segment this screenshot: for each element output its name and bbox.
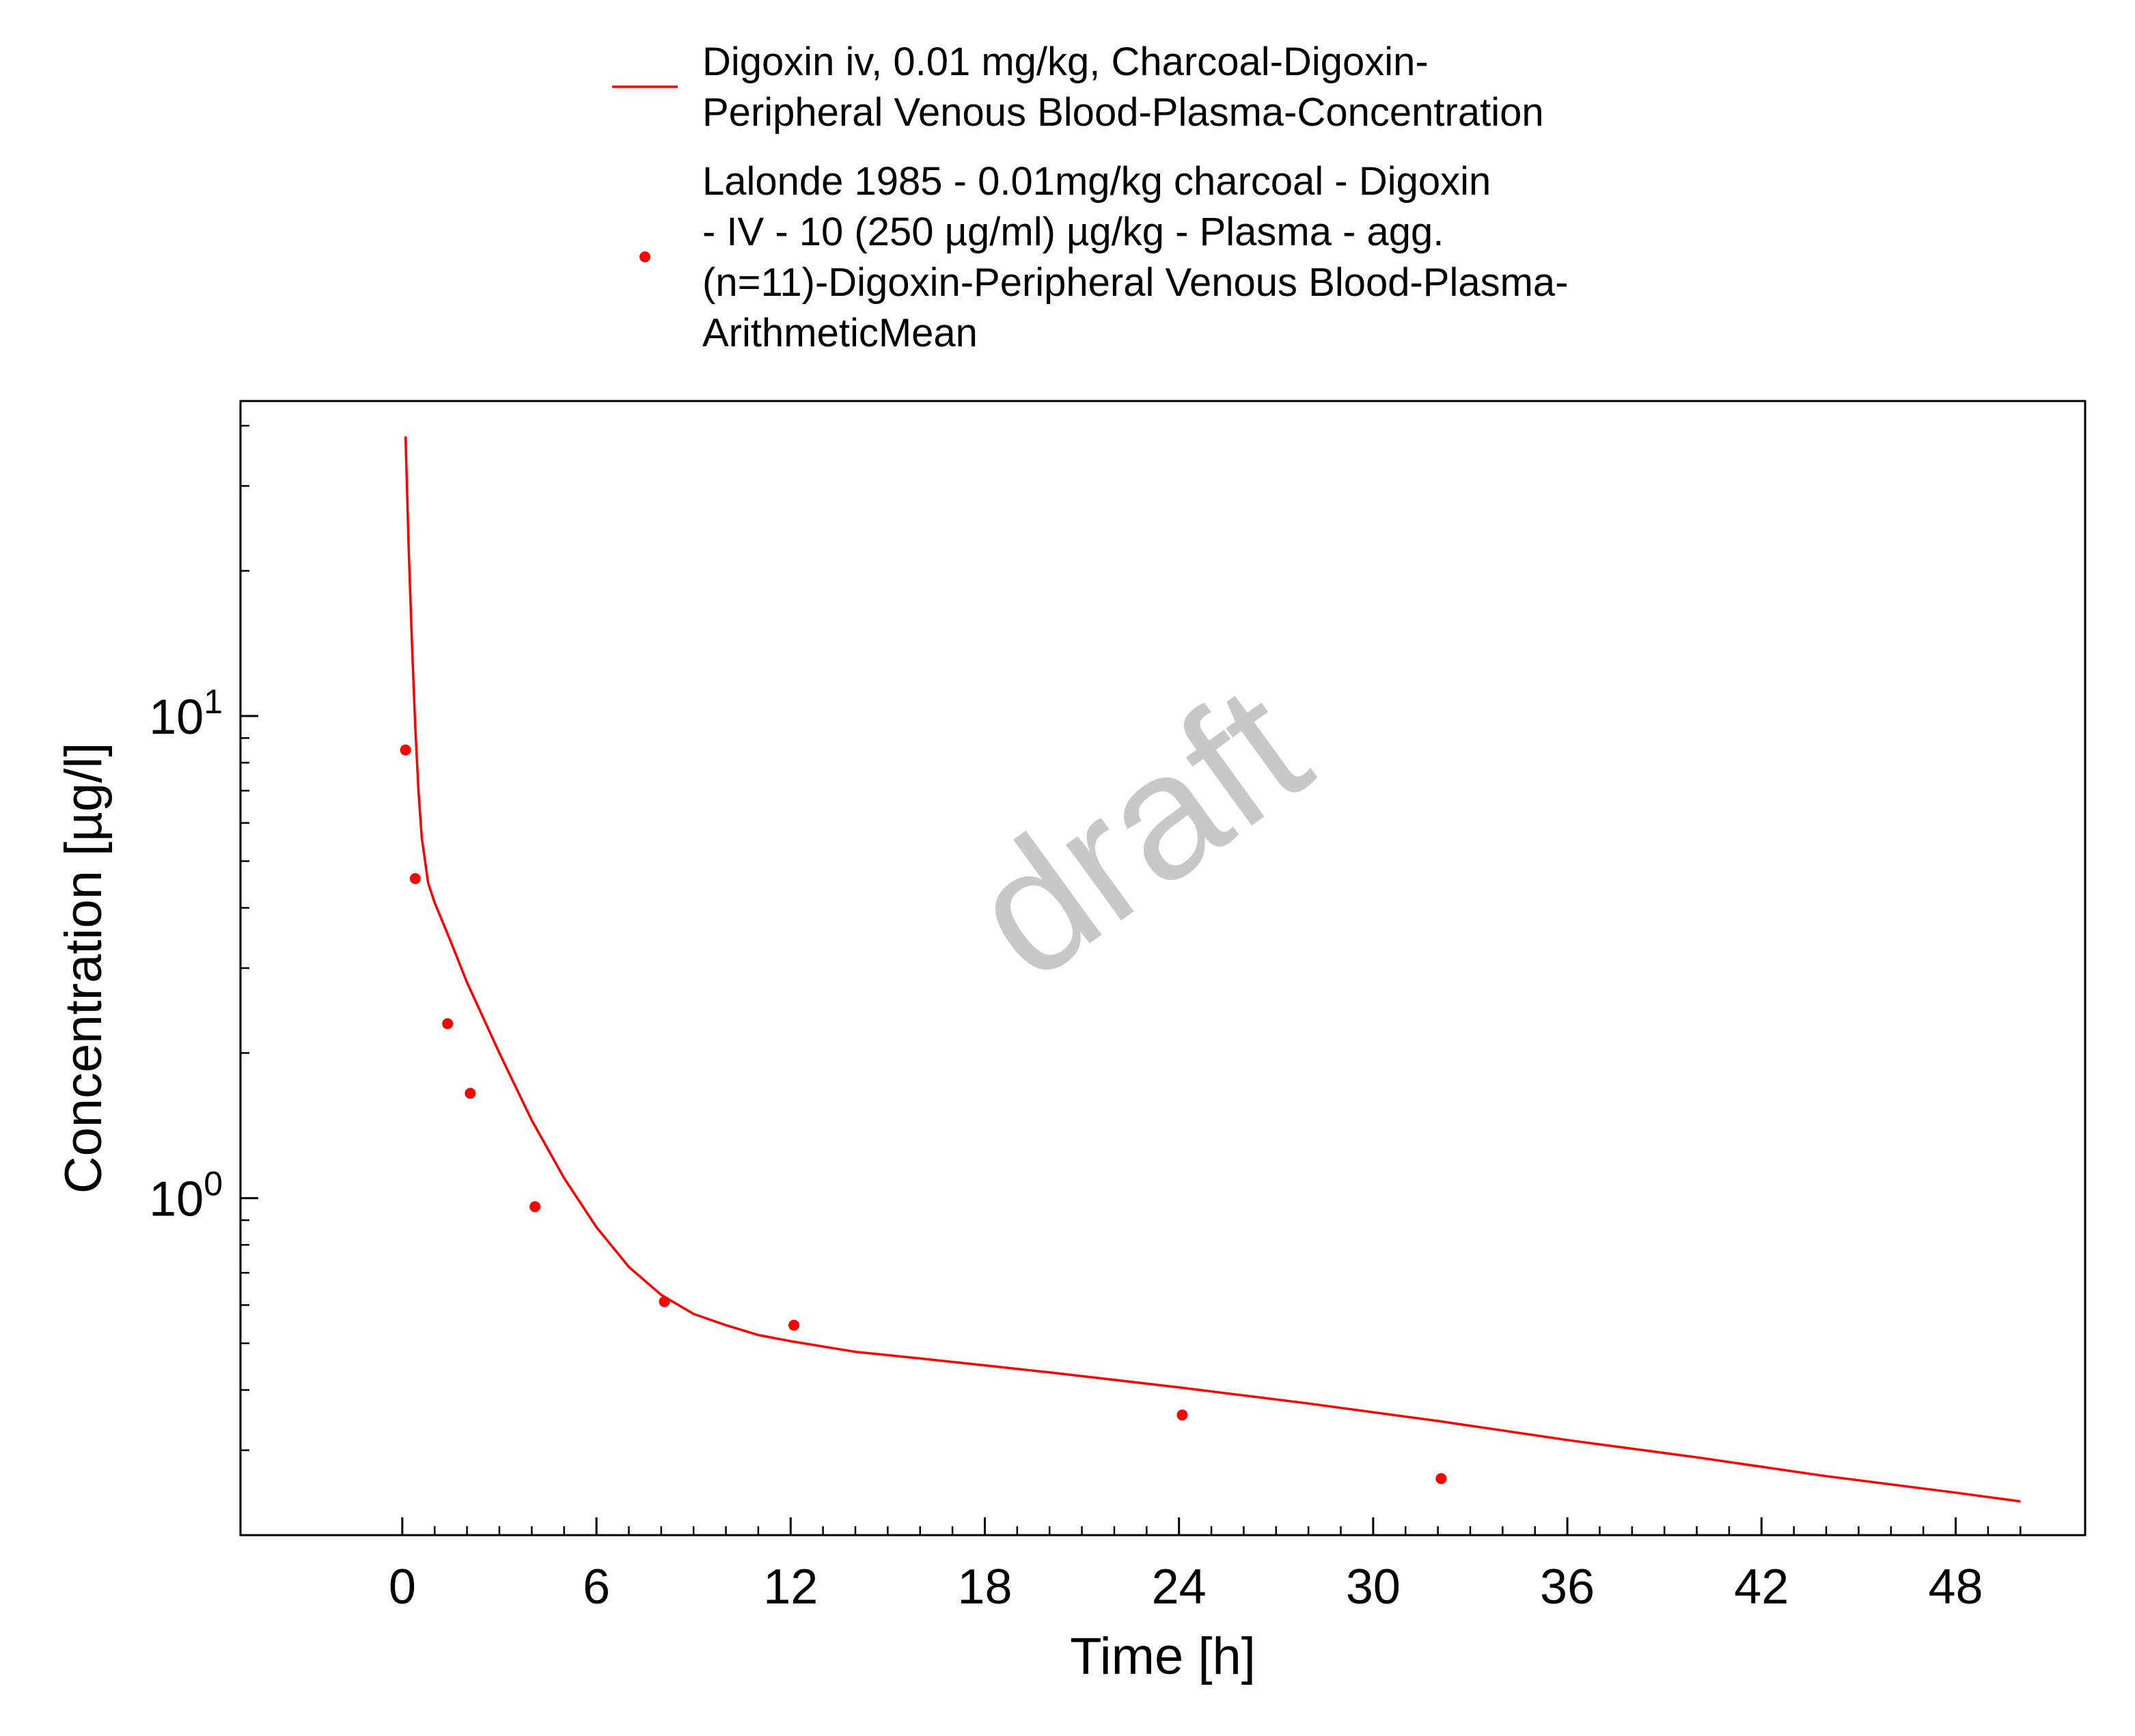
y-axis: 100 101 (149, 424, 258, 1537)
x-tick-label: 12 (763, 1560, 818, 1614)
legend-entry-text: ArithmeticMean (702, 311, 978, 355)
series-line-0 (404, 436, 2021, 1503)
data-point (659, 1296, 670, 1308)
plot-area (239, 400, 2086, 1537)
data-point (409, 872, 421, 884)
data-point (1435, 1473, 1447, 1485)
legend-entry-text: Lalonde 1985 - 0.01mg/kg charcoal - Digo… (702, 159, 1491, 204)
x-tick-label: 0 (389, 1560, 416, 1614)
legend-marker-swatch (639, 251, 650, 262)
legend-entry-text: Digoxin iv, 0.01 mg/kg, Charcoal-Digoxin… (702, 40, 1429, 84)
y-tick-label: 101 (149, 683, 223, 745)
x-axis: 0 6 12 18 24 30 36 42 48 (389, 1517, 2022, 1614)
x-tick-label: 18 (957, 1560, 1012, 1614)
legend-entry-text: - IV - 10 (250 µg/ml) µg/kg - Plasma - a… (702, 210, 1444, 254)
data-point (1176, 1409, 1188, 1421)
x-tick-label: 48 (1928, 1560, 1983, 1614)
x-tick-label: 6 (583, 1560, 610, 1614)
series-layer (400, 436, 2021, 1503)
x-tick-label: 24 (1152, 1560, 1207, 1614)
x-axis-title: Time [h] (1070, 1627, 1256, 1685)
y-tick-label: 100 (149, 1165, 223, 1227)
x-tick-label: 36 (1540, 1560, 1595, 1614)
legend: Digoxin iv, 0.01 mg/kg, Charcoal-Digoxin… (612, 40, 1569, 355)
x-tick-label: 30 (1346, 1560, 1401, 1614)
x-tick-label: 42 (1734, 1560, 1789, 1614)
data-point (465, 1088, 476, 1099)
legend-entry-text: Peripheral Venous Blood-Plasma-Concentra… (702, 90, 1544, 135)
watermark: draft (937, 647, 1342, 1017)
y-axis-title: Concentration [µg/l] (55, 743, 113, 1194)
data-point (400, 744, 411, 756)
legend-entry-text: (n=11)-Digoxin-Peripheral Venous Blood-P… (702, 260, 1569, 305)
data-point (442, 1018, 454, 1030)
data-point (529, 1201, 541, 1213)
data-point (788, 1319, 799, 1331)
